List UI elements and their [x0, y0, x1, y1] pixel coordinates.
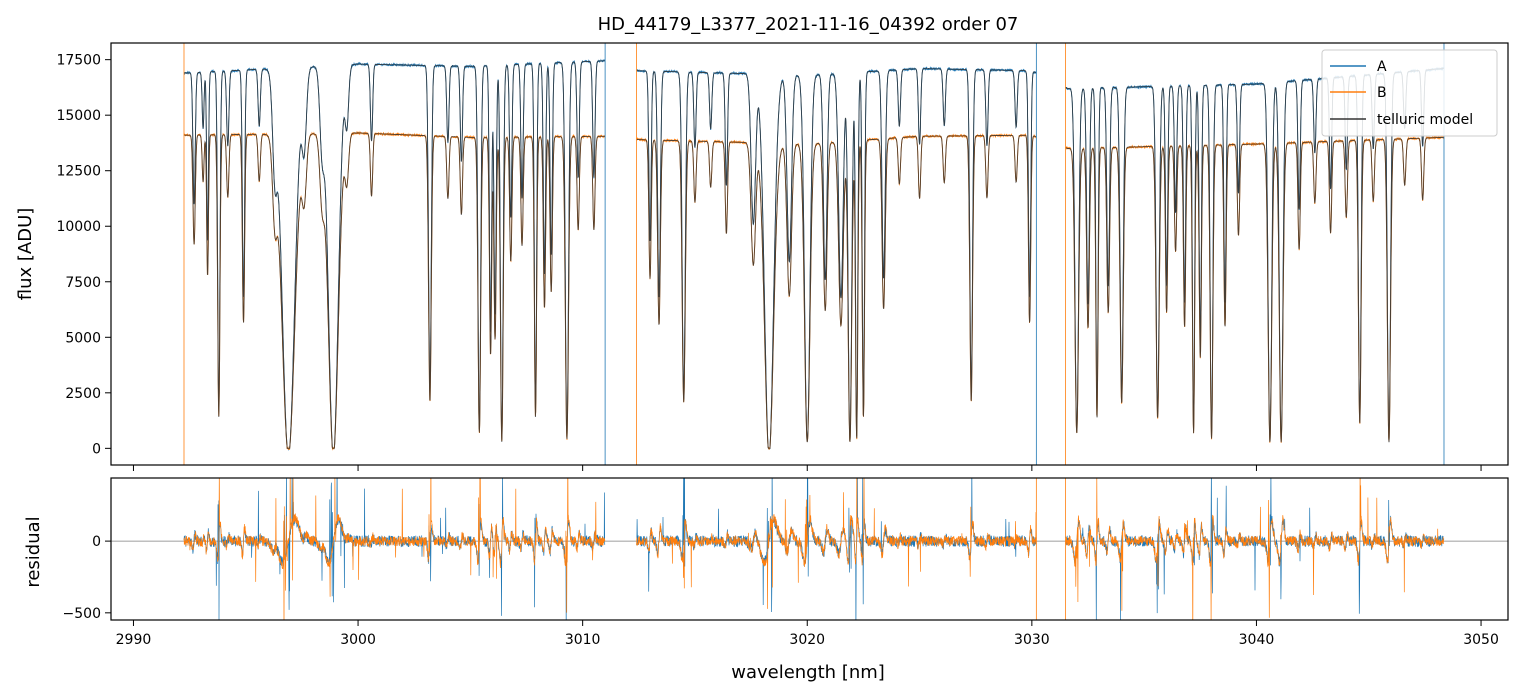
residual-plot-frame: [110, 477, 1509, 621]
legend: A B telluric model: [1321, 49, 1498, 137]
residual-y-tick-label: 0: [92, 534, 101, 550]
flux-y-tick-label: 7500: [65, 275, 101, 291]
flux-y-tick-label: 10000: [56, 219, 101, 235]
flux-plot-frame: [110, 42, 1509, 466]
flux-axes: 0 2500 5000 7500 10000 12500 15000 17500: [56, 53, 1482, 471]
residual-x-tick-label: 3020: [789, 632, 825, 648]
x-axis-label: wavelength [nm]: [731, 662, 885, 683]
chart-title: HD_44179_L3377_2021-11-16_04392 order 07: [598, 14, 1019, 35]
flux-y-tick-label: 17500: [56, 53, 101, 69]
residual-x-tick-label: 3050: [1463, 632, 1499, 648]
residual-x-tick-label: 2990: [116, 632, 152, 648]
legend-label-a: A: [1377, 59, 1387, 75]
residual-series-group: [111, 478, 1508, 620]
residual-x-tick-label: 3000: [340, 632, 376, 648]
telluric-model-line: [184, 60, 1444, 449]
residual-y-axis-label: residual: [23, 516, 44, 587]
legend-frame: [1321, 49, 1498, 137]
residual-axes: −500 0 2990 3000 3010 3020 3030 3040 3050: [63, 534, 1499, 648]
residual-x-tick-label: 3030: [1014, 632, 1050, 648]
flux-y-tick-label: 0: [92, 441, 101, 457]
flux-y-tick-label: 2500: [65, 386, 101, 402]
legend-label-model: telluric model: [1377, 112, 1473, 128]
residual-x-tick-label: 3040: [1239, 632, 1275, 648]
flux-y-tick-label: 12500: [56, 164, 101, 180]
flux-y-tick-label: 15000: [56, 108, 101, 124]
flux-y-tick-label: 5000: [65, 330, 101, 346]
residual-x-tick-label: 3010: [565, 632, 601, 648]
flux-series-group: [183, 43, 1445, 465]
flux-panel: 0 2500 5000 7500 10000 12500 15000 17500 flux […: [15, 42, 1509, 471]
residual-series-b-line: [183, 478, 1445, 620]
flux-y-axis-label: flux [ADU]: [15, 208, 36, 301]
residual-y-tick-label: −500: [63, 606, 101, 622]
legend-label-b: B: [1377, 85, 1387, 101]
residual-panel: −500 0 2990 3000 3010 3020 3030 3040 3050 residu…: [23, 477, 1509, 683]
